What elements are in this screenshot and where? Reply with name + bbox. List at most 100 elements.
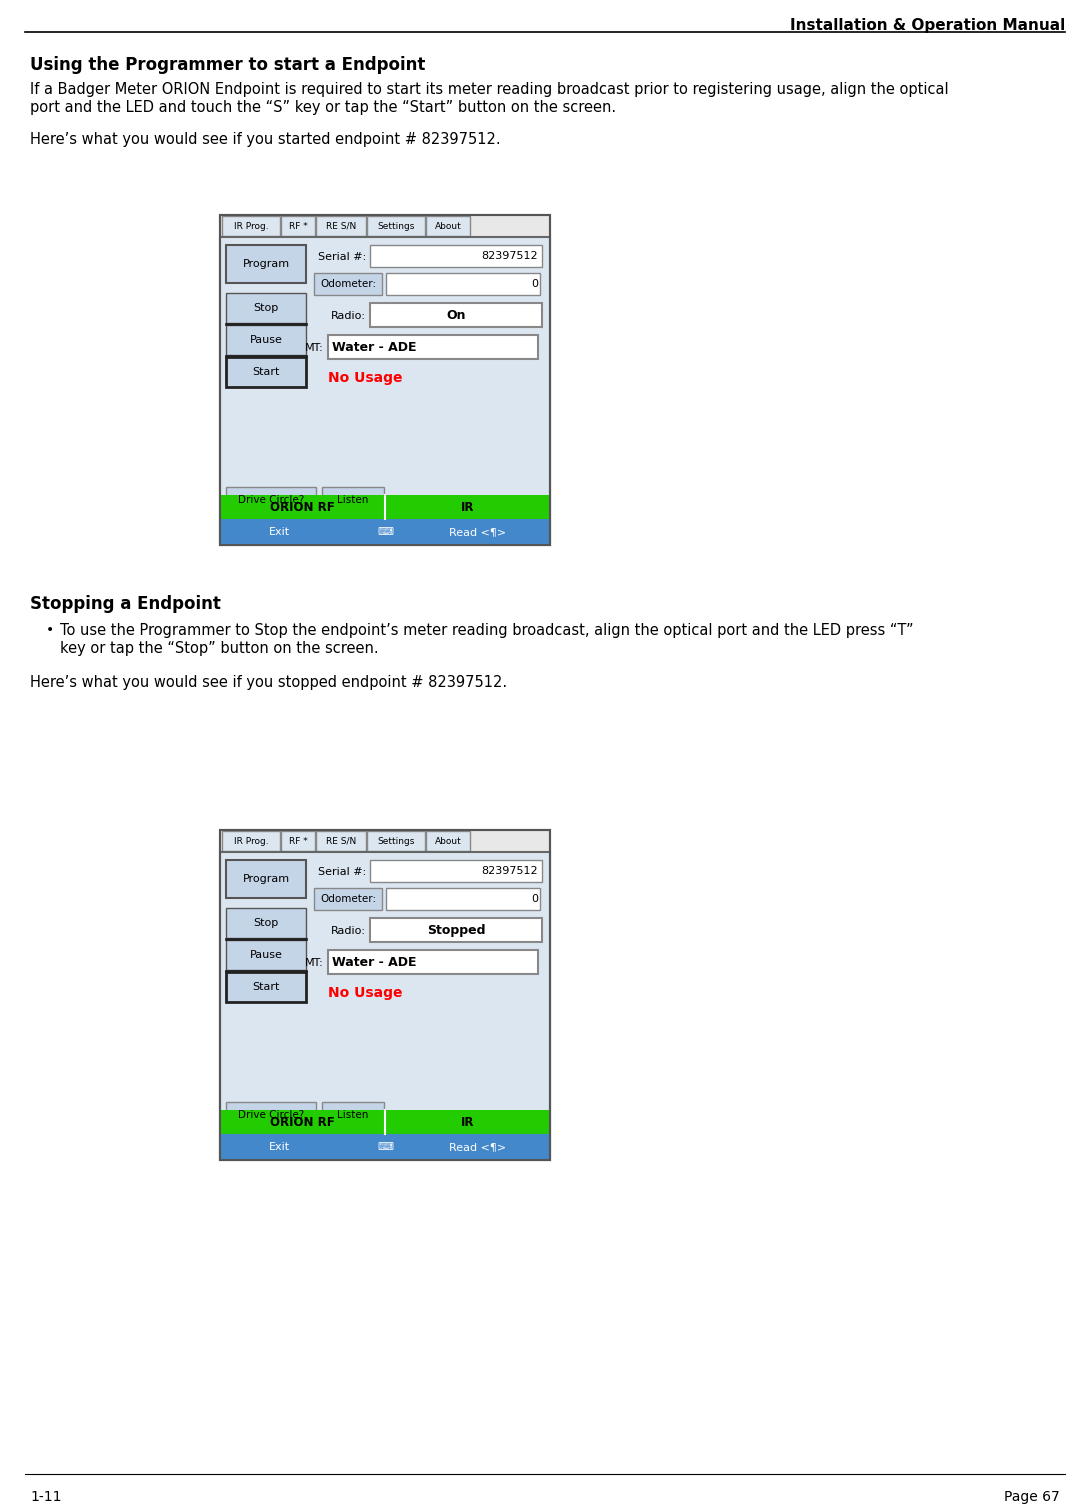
Text: Serial #:: Serial #:: [318, 867, 366, 876]
Bar: [226, 325, 306, 355]
Bar: [281, 831, 315, 851]
Text: Pause: Pause: [250, 950, 282, 959]
Text: Read <¶>: Read <¶>: [449, 527, 506, 538]
Text: Here’s what you would see if you started endpoint # 82397512.: Here’s what you would see if you started…: [31, 133, 500, 148]
Text: Program: Program: [242, 873, 290, 884]
Text: About: About: [435, 221, 461, 230]
Bar: [220, 215, 550, 545]
Bar: [386, 273, 540, 295]
Text: IR: IR: [461, 500, 474, 514]
Bar: [226, 486, 316, 514]
Text: MT:: MT:: [305, 958, 324, 968]
Text: Stopping a Endpoint: Stopping a Endpoint: [31, 595, 221, 613]
Bar: [367, 831, 425, 851]
Text: Odometer:: Odometer:: [320, 895, 376, 904]
Text: Pause: Pause: [250, 334, 282, 345]
Text: Serial #:: Serial #:: [318, 252, 366, 262]
Bar: [426, 215, 470, 236]
Text: Water - ADE: Water - ADE: [332, 955, 416, 968]
Text: Listen: Listen: [337, 1110, 368, 1120]
Text: 0: 0: [531, 279, 538, 289]
Bar: [386, 889, 540, 910]
Text: Stop: Stop: [253, 303, 279, 313]
Bar: [220, 1110, 550, 1134]
Text: Drive Circle?: Drive Circle?: [238, 1110, 304, 1120]
Text: Settings: Settings: [377, 221, 414, 230]
Bar: [316, 215, 366, 236]
Text: No Usage: No Usage: [328, 986, 402, 1000]
Bar: [226, 940, 306, 970]
Text: Settings: Settings: [377, 836, 414, 845]
Text: Start: Start: [252, 367, 280, 376]
Text: 82397512: 82397512: [482, 866, 538, 876]
Bar: [370, 919, 542, 941]
Text: ⌨: ⌨: [377, 527, 393, 538]
Text: Read <¶>: Read <¶>: [449, 1142, 506, 1152]
Bar: [226, 357, 306, 387]
Text: Here’s what you would see if you stopped endpoint # 82397512.: Here’s what you would see if you stopped…: [31, 675, 507, 690]
Text: IR Prog.: IR Prog.: [233, 836, 268, 845]
Text: RF *: RF *: [289, 221, 307, 230]
Text: Water - ADE: Water - ADE: [332, 340, 416, 354]
Bar: [226, 860, 306, 898]
Text: port and the LED and touch the “S” key or tap the “Start” button on the screen.: port and the LED and touch the “S” key o…: [31, 99, 616, 114]
Bar: [316, 831, 366, 851]
Bar: [226, 908, 306, 938]
Text: key or tap the “Stop” button on the screen.: key or tap the “Stop” button on the scre…: [60, 642, 378, 657]
Text: ORION RF: ORION RF: [270, 1116, 335, 1128]
Bar: [220, 1134, 550, 1160]
Bar: [220, 215, 550, 545]
Text: 0: 0: [531, 895, 538, 904]
Bar: [314, 273, 381, 295]
Bar: [220, 495, 550, 520]
Text: Listen: Listen: [337, 495, 368, 505]
Text: IR Prog.: IR Prog.: [233, 221, 268, 230]
Text: RE S/N: RE S/N: [326, 836, 356, 845]
Text: On: On: [446, 309, 465, 321]
Bar: [226, 1102, 316, 1128]
Bar: [370, 303, 542, 327]
Text: MT:: MT:: [305, 343, 324, 352]
Text: Radio:: Radio:: [331, 926, 366, 937]
Bar: [281, 215, 315, 236]
Text: 1-11: 1-11: [31, 1489, 61, 1504]
Text: Exit: Exit: [269, 527, 290, 538]
Bar: [322, 486, 384, 514]
Text: About: About: [435, 836, 461, 845]
Text: Start: Start: [252, 982, 280, 992]
Bar: [370, 245, 542, 267]
Bar: [322, 1102, 384, 1128]
Text: Radio:: Radio:: [331, 312, 366, 321]
Text: Stopped: Stopped: [427, 923, 485, 937]
Bar: [314, 889, 381, 910]
Text: Program: Program: [242, 259, 290, 270]
Text: Exit: Exit: [269, 1142, 290, 1152]
Bar: [220, 830, 550, 1160]
Bar: [426, 831, 470, 851]
Text: 82397512: 82397512: [482, 252, 538, 261]
Bar: [220, 520, 550, 545]
Text: Odometer:: Odometer:: [320, 279, 376, 289]
Text: RE S/N: RE S/N: [326, 221, 356, 230]
Bar: [328, 950, 538, 974]
Bar: [367, 215, 425, 236]
Text: If a Badger Meter ORION Endpoint is required to start its meter reading broadcas: If a Badger Meter ORION Endpoint is requ…: [31, 81, 948, 96]
Text: ORION RF: ORION RF: [270, 500, 335, 514]
Text: Using the Programmer to start a Endpoint: Using the Programmer to start a Endpoint: [31, 56, 425, 74]
Text: Page 67: Page 67: [1004, 1489, 1059, 1504]
Bar: [226, 294, 306, 322]
Bar: [222, 215, 280, 236]
Text: Installation & Operation Manual: Installation & Operation Manual: [790, 18, 1065, 33]
Text: RF *: RF *: [289, 836, 307, 845]
Bar: [220, 852, 550, 1160]
Bar: [220, 236, 550, 545]
Text: To use the Programmer to Stop the endpoint’s meter reading broadcast, align the : To use the Programmer to Stop the endpoi…: [60, 623, 913, 639]
Bar: [222, 831, 280, 851]
Bar: [328, 334, 538, 358]
Text: Stop: Stop: [253, 919, 279, 928]
Bar: [220, 830, 550, 1160]
Text: •: •: [46, 623, 54, 637]
Text: No Usage: No Usage: [328, 370, 402, 386]
Bar: [226, 971, 306, 1001]
Text: Drive Circle?: Drive Circle?: [238, 495, 304, 505]
